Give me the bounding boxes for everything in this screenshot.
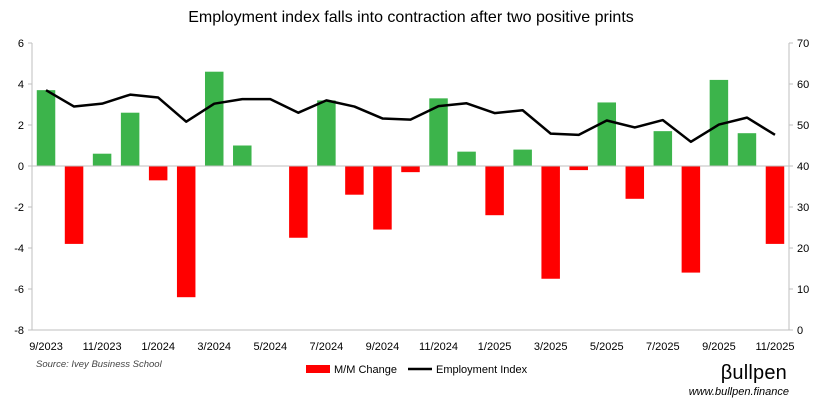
y-left-tick-label: -2 [14, 202, 24, 214]
x-tick-label: 11/2024 [419, 341, 458, 353]
bar-6-2024 [289, 166, 308, 238]
bar-10-2025 [737, 133, 757, 166]
brand-url: www.bullpen.finance [688, 386, 789, 398]
bar-4-2024 [233, 145, 252, 166]
x-tick-label: 5/2025 [590, 341, 624, 353]
x-tick-label: 9/2024 [366, 341, 400, 353]
x-tick-label: 9/2025 [702, 341, 736, 353]
bar-7-2025 [653, 131, 673, 166]
y-left-tick-label: -6 [14, 284, 24, 296]
bar-12-2024 [457, 151, 476, 166]
legend-label-employment-index: Employment Index [436, 364, 528, 376]
legend: M/M Change Employment Index [306, 364, 528, 376]
y-right-tick-label: 50 [797, 120, 809, 132]
x-tick-label: 3/2025 [534, 341, 568, 353]
y-left-tick-label: -4 [14, 243, 24, 255]
bar-9-2024 [373, 166, 392, 230]
x-tick-label: 7/2024 [310, 341, 344, 353]
x-tick-label: 5/2024 [253, 341, 287, 353]
chart-title: Employment index falls into contraction … [188, 9, 634, 26]
bar-series [36, 71, 785, 298]
bar-5-2025 [597, 102, 617, 166]
x-tick-label: 1/2024 [141, 341, 175, 353]
brand-logo: βullpen [720, 362, 787, 384]
legend-swatch-mm-change [306, 365, 330, 373]
y-right-tick-label: 60 [797, 79, 809, 91]
y-right-tick-label: 40 [797, 161, 809, 173]
bar-4-2025 [569, 166, 588, 171]
bar-6-2025 [625, 166, 645, 199]
bar-11-2025 [765, 166, 785, 244]
source-note: Source: Ivey Business School [36, 359, 162, 370]
y-right-tick-label: 20 [797, 243, 809, 255]
bar-10-2024 [401, 166, 420, 173]
y-left-tick-label: 4 [18, 79, 24, 91]
bar-12-2023 [120, 112, 140, 166]
bar-3-2025 [541, 166, 560, 279]
y-left-tick-label: 2 [18, 120, 24, 132]
bar-8-2025 [681, 166, 701, 273]
y-left-tick-label: -8 [14, 325, 24, 337]
y-right-tick-label: 70 [797, 38, 809, 50]
y-left-tick-label: 6 [18, 38, 24, 50]
x-tick-label: 9/2023 [29, 341, 63, 353]
bar-9-2023 [36, 90, 56, 166]
x-tick-label: 11/2023 [83, 341, 122, 353]
bar-10-2023 [64, 166, 84, 244]
bar-11-2024 [429, 98, 448, 166]
line-series [45, 89, 776, 144]
bar-2-2025 [513, 149, 532, 166]
bar-1-2025 [485, 166, 504, 216]
x-tick-label: 7/2025 [646, 341, 680, 353]
y-left-tick-label: 0 [18, 161, 24, 173]
x-axis-ticks: 9/2023 11/2023 1/2024 3/2024 5/2024 7/2024 9/2… [29, 341, 794, 353]
bar-8-2024 [345, 166, 364, 195]
bar-9-2025 [709, 79, 729, 166]
y-right-tick-label: 0 [797, 325, 803, 337]
bar-1-2024 [148, 166, 168, 181]
legend-label-mm-change: M/M Change [334, 364, 397, 376]
bar-7-2024 [317, 100, 336, 166]
bar-2-2024 [176, 166, 196, 298]
bar-3-2024 [204, 71, 224, 166]
y-right-tick-label: 30 [797, 202, 809, 214]
bar-11-2023 [92, 153, 112, 166]
y-right-tick-label: 10 [797, 284, 809, 296]
employment-index-line [45, 89, 776, 144]
x-tick-label: 11/2025 [756, 341, 795, 353]
x-tick-label: 3/2024 [197, 341, 231, 353]
x-tick-label: 1/2025 [478, 341, 512, 353]
